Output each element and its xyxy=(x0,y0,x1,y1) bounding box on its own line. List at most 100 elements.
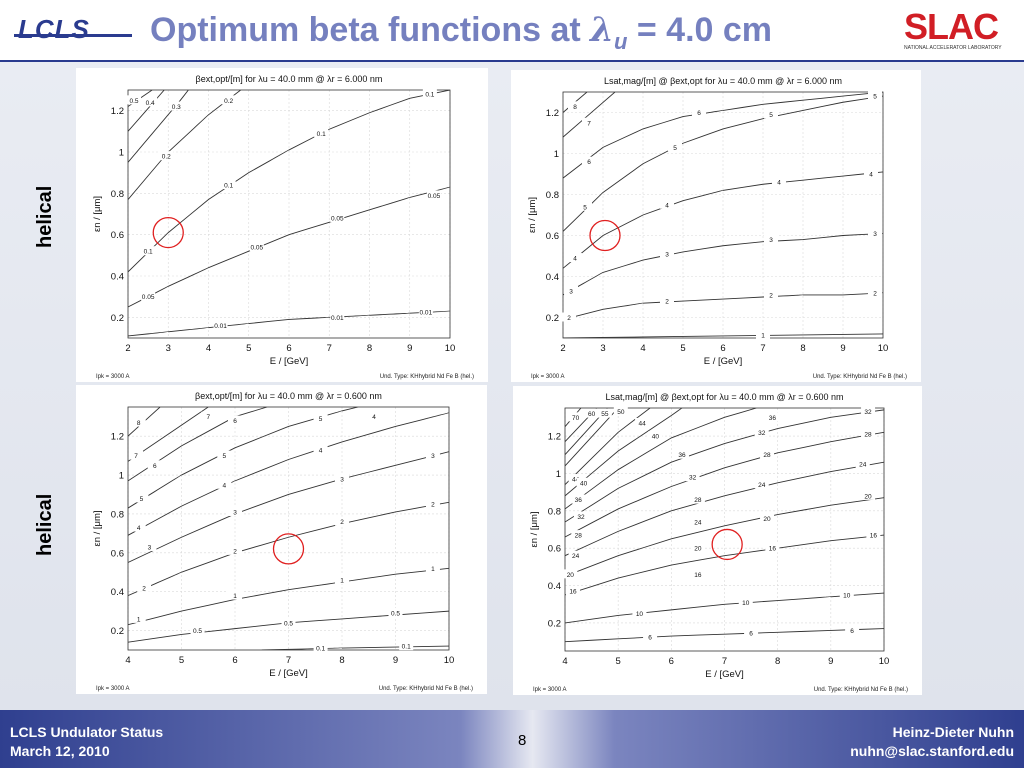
contour-label: 32 xyxy=(577,514,585,521)
x-tick-label: 5 xyxy=(680,343,685,354)
contour-label: 20 xyxy=(567,572,575,579)
plot-frame xyxy=(127,89,451,339)
x-tick-label: 10 xyxy=(878,343,889,354)
contour-label-bg xyxy=(399,641,414,651)
contour-line-32 xyxy=(565,409,884,523)
contour-label-bg xyxy=(744,628,759,638)
y-axis-label: εn / [μm] xyxy=(527,197,538,233)
y-tick-label: 0.4 xyxy=(546,272,559,283)
contour-label-bg xyxy=(765,543,780,553)
contour-label-bg xyxy=(131,613,146,623)
contour-label-bg xyxy=(690,494,705,504)
contour-label: 20 xyxy=(763,516,771,523)
y-tick-label: 0.6 xyxy=(546,231,559,242)
contour-label: 32 xyxy=(689,475,697,482)
contour-label: 0.4 xyxy=(146,100,155,107)
contour-label-bg xyxy=(668,142,682,152)
contour-line-0_4 xyxy=(128,90,165,132)
contour-line-2 xyxy=(563,292,883,320)
x-tick-label: 7 xyxy=(327,343,332,354)
contour-line-7 xyxy=(563,92,616,138)
contour-label: 2 xyxy=(233,548,237,555)
title-suffix: = 4.0 cm xyxy=(627,11,773,49)
contour-line-0_01 xyxy=(128,310,450,337)
title-prefix: Optimum beta functions at xyxy=(150,11,591,49)
y-tick-label: 0.6 xyxy=(111,230,124,241)
slac-logo: SLAC xyxy=(904,6,999,47)
contour-label-bg xyxy=(221,95,236,105)
contour-label: 5 xyxy=(583,204,587,211)
x-tick-label: 5 xyxy=(246,343,251,354)
footer-left-line1: LCLS Undulator Status xyxy=(10,724,164,740)
contour-label-bg xyxy=(190,625,205,635)
y-tick-label: 0.8 xyxy=(548,506,561,517)
contour-label: 5 xyxy=(769,112,773,119)
contour-line-3 xyxy=(128,451,449,563)
contour-label-bg xyxy=(632,608,647,618)
contour-label: 0.5 xyxy=(284,620,293,627)
x-tick-label: 8 xyxy=(800,343,805,354)
y-tick-label: 0.8 xyxy=(546,190,559,201)
footnote-right: Und. Type: KHhybrid Nd Fe B (hel.) xyxy=(814,687,908,693)
chart-svg: βext,opt/[m] for λu = 40.0 mm @ λr = 6.0… xyxy=(92,74,474,380)
contour-label: 40 xyxy=(580,480,588,487)
contour-label-bg xyxy=(330,213,345,223)
footer-left-line2: March 12, 2010 xyxy=(10,743,110,759)
x-tick-label: 7 xyxy=(286,655,291,666)
contour-label-bg xyxy=(861,429,876,439)
contour-label-bg xyxy=(571,530,586,540)
contour-label-bg xyxy=(674,449,689,459)
x-tick-label: 2 xyxy=(125,343,130,354)
footer-right-line1: Heinz-Dieter Nuhn xyxy=(892,724,1014,740)
x-tick-label: 7 xyxy=(722,656,727,667)
contour-label: 16 xyxy=(569,589,577,596)
contour-label-bg xyxy=(137,582,152,592)
contour-label: 0.1 xyxy=(224,183,233,190)
contour-label: 0.05 xyxy=(428,193,441,200)
contour-label-bg xyxy=(635,417,650,427)
x-tick-label: 6 xyxy=(669,656,674,667)
contour-label-bg xyxy=(418,307,433,317)
contour-label: 0.3 xyxy=(172,104,181,111)
contour-line-5 xyxy=(128,407,359,509)
contour-line-44 xyxy=(565,408,651,485)
contour-label-bg xyxy=(738,597,753,607)
contour-label: 7 xyxy=(587,120,591,127)
plot-frame xyxy=(564,407,885,652)
contour-label: 5 xyxy=(140,496,144,503)
contour-label-bg xyxy=(217,450,232,460)
contour-label: 32 xyxy=(758,430,766,437)
contour-line-40 xyxy=(565,408,683,497)
chart-title: Lsat,mag/[m] @ βext,opt for λu = 40.0 mm… xyxy=(604,76,842,86)
contour-label-bg xyxy=(335,575,349,585)
contour-label-bg xyxy=(221,180,236,190)
contour-label-bg xyxy=(335,473,349,483)
contour-label: 1 xyxy=(761,332,765,339)
x-tick-label: 4 xyxy=(562,656,567,667)
contour-label: 5 xyxy=(673,145,677,152)
contour-label: 2 xyxy=(340,519,344,526)
contour-label: 7 xyxy=(134,453,138,460)
x-axis-label: E / [GeV] xyxy=(269,668,308,679)
contour-line-1 xyxy=(563,333,883,338)
contour-label: 2 xyxy=(431,502,435,509)
contour-label-bg xyxy=(584,408,599,418)
footer-right-line2: nuhn@slac.stanford.edu xyxy=(850,743,1014,759)
contour-label-bg xyxy=(571,494,586,504)
x-tick-label: 8 xyxy=(775,656,780,667)
chart-panel-top-left: βext,opt/[m] for λu = 40.0 mm @ λr = 6.0… xyxy=(76,68,488,382)
y-tick-label: 1.2 xyxy=(546,108,559,119)
contour-label: 6 xyxy=(697,110,701,117)
chart-panel-bottom-left: βext,opt/[m] for λu = 40.0 mm @ λr = 0.6… xyxy=(76,385,487,694)
contour-label-bg xyxy=(131,417,146,427)
x-axis-label: E / [GeV] xyxy=(705,669,744,680)
contour-label: 0.2 xyxy=(162,154,171,161)
contour-label-bg xyxy=(141,291,156,301)
y-tick-label: 0.4 xyxy=(111,587,124,598)
contour-line-6 xyxy=(563,92,883,179)
contour-line-3 xyxy=(563,233,883,296)
header xyxy=(0,0,1024,62)
chart-panel-top-right: Lsat,mag/[m] @ βext,opt for λu = 40.0 mm… xyxy=(511,70,921,382)
contour-label-bg xyxy=(568,550,583,560)
y-tick-label: 0.6 xyxy=(548,544,561,555)
